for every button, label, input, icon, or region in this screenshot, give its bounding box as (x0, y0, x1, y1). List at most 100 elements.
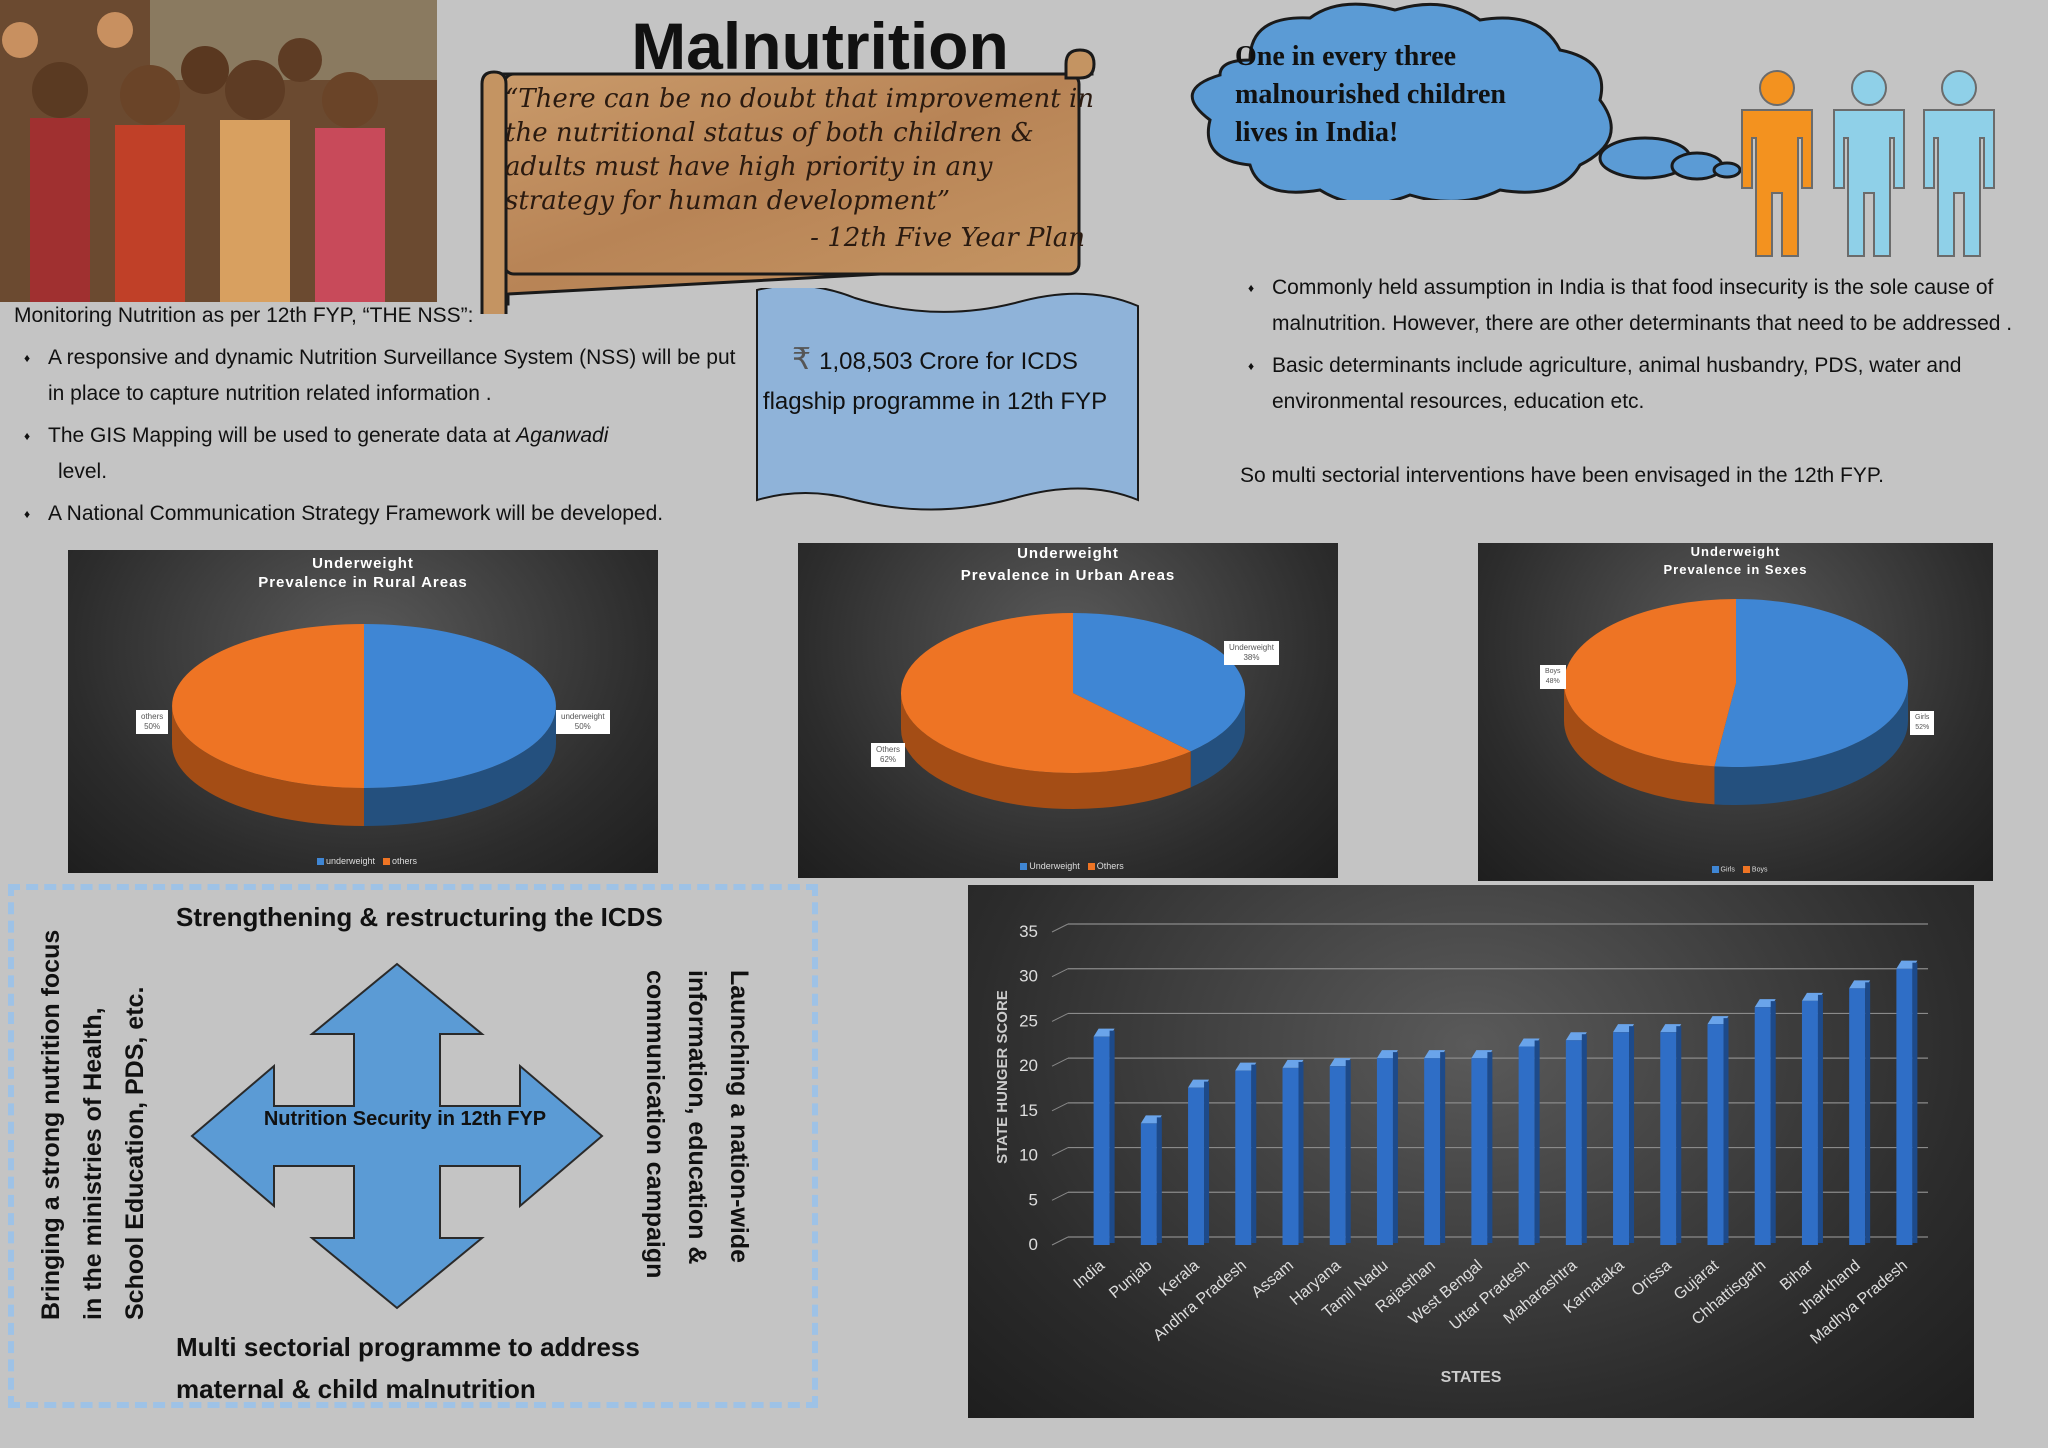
strategy-right: Launching a nation-wide information, edu… (634, 970, 760, 1310)
bar-top (1093, 1028, 1115, 1037)
cloud-text: One in every three malnourished children… (1235, 38, 1565, 152)
bar-top (1565, 1032, 1587, 1041)
pie-slice (172, 624, 364, 788)
funding-desc: flagship programme in 12th FYP (762, 388, 1108, 415)
bar-top (1188, 1079, 1210, 1088)
bar (1801, 1000, 1818, 1245)
thought-cloud (1190, 2, 1742, 200)
y-tick-label: 10 (1019, 1146, 1038, 1165)
funding-amount: 1,08,503 Crore for ICDS (819, 348, 1078, 375)
bar-side (1251, 1064, 1257, 1243)
bar (1518, 1046, 1535, 1245)
strategy-bottom-line: Multi sectorial programme to address (176, 1332, 640, 1362)
chart-title-line: Prevalence in Sexes (1663, 562, 1808, 577)
data-label: Others 62% (871, 743, 906, 767)
bar-top (1754, 999, 1776, 1008)
strategy-box (8, 884, 818, 1408)
grid-line-tick (1051, 1057, 1069, 1067)
bar-side (1770, 1001, 1776, 1243)
strategy-right-line: communication campaign (641, 970, 669, 1279)
legend-item: underweight (325, 856, 376, 866)
slice-pct: 62% (880, 755, 897, 764)
list-item-text: Commonly held assumption in India is tha… (1272, 276, 2013, 335)
grid-line-tick (1051, 1102, 1069, 1112)
chart-title: Underweight Prevalence in Urban Areas (798, 543, 1338, 587)
legend-item: Boys (1751, 866, 1768, 874)
pie-slice (1564, 599, 1736, 767)
children-photo (0, 0, 437, 302)
bar-top (1707, 1016, 1729, 1025)
y-tick-label: 30 (1019, 967, 1038, 986)
pie-slice-side (901, 693, 1191, 809)
bar (1424, 1058, 1441, 1245)
bar-top (1896, 960, 1918, 969)
slice-label: Others (876, 745, 901, 754)
bar-side (1629, 1026, 1635, 1243)
quote-line: “There can be no doubt that improvement … (505, 84, 1095, 114)
list-item: A National Communication Strategy Framew… (14, 496, 754, 532)
bar-side (1581, 1034, 1587, 1243)
bar-side (1156, 1117, 1162, 1243)
data-label: underweight 50% (556, 710, 610, 734)
bar (1707, 1024, 1724, 1245)
bar (1896, 968, 1913, 1245)
quote-line: the nutritional status of both children … (505, 118, 1034, 148)
bar-side (1676, 1026, 1682, 1243)
bar (1565, 1040, 1582, 1245)
person-blue-icon (1923, 70, 1995, 257)
bar-top (1376, 1050, 1398, 1059)
quote-line: strategy for human development” (505, 186, 951, 216)
strategy-right-line: Launching a nation-wide (725, 970, 753, 1264)
bar (1093, 1036, 1110, 1245)
grid-line-tick (1051, 1147, 1069, 1157)
bar-top (1424, 1050, 1446, 1059)
pie-slice-side (1190, 693, 1245, 788)
person-blue-icon (1833, 70, 1905, 257)
slice-label: Girls (1915, 714, 1930, 721)
slice-pct: 38% (1243, 653, 1260, 662)
slice-label: Underweight (1229, 643, 1274, 652)
y-tick-label: 25 (1019, 1011, 1038, 1030)
quote-line: adults must have high priority in any (505, 152, 993, 182)
page-title: Malnutrition (631, 9, 1009, 83)
bar-top (1660, 1024, 1682, 1033)
cloud-line: malnourished children (1235, 79, 1506, 110)
pie-slice-side (1714, 683, 1908, 805)
pie-svg (172, 624, 556, 826)
nss-list: A responsive and dynamic Nutrition Surve… (14, 340, 754, 538)
bar-side (1534, 1040, 1540, 1243)
grid-line-tick (1051, 1012, 1069, 1022)
chart-title-line: Prevalence in Rural Areas (258, 574, 468, 591)
slice-pct: 52% (1915, 724, 1930, 731)
y-axis-label: STATE HUNGER SCORE (994, 990, 1011, 1164)
strategy-center: Nutrition Security in 12th FYP (263, 1108, 547, 1130)
pie-chart-sexes: Underweight Prevalence in Sexes Boys 48% … (1478, 543, 1993, 881)
pie-svg (901, 613, 1245, 809)
data-label: others 50% (136, 710, 169, 734)
bar-side (1392, 1052, 1398, 1243)
chart-title: Underweight Prevalence in Sexes (1478, 543, 1993, 579)
chart-title-line: Underweight (1017, 545, 1119, 562)
x-tick-label: Punjab (1106, 1257, 1155, 1302)
legend-item: Underweight (1029, 861, 1080, 871)
four-way-arrow-icon (190, 962, 604, 1310)
pie-svg (1564, 599, 1909, 805)
bar-top (1282, 1059, 1304, 1068)
bar-side (1345, 1060, 1351, 1243)
chart-legend: Girls Boys (1478, 866, 1993, 873)
bar (1376, 1058, 1393, 1245)
strategy-bottom: Multi sectorial programme to address mat… (176, 1326, 640, 1410)
data-label: Boys 48% (1540, 665, 1566, 689)
legend-item: Others (1096, 861, 1124, 871)
list-item: Commonly held assumption in India is tha… (1238, 270, 2018, 342)
strategy-right-line: information, education & (683, 970, 711, 1265)
list-item-text: The GIS Mapping will be used to generate… (48, 424, 517, 447)
legend-item: Girls (1720, 866, 1735, 874)
bar-top (1471, 1050, 1493, 1059)
bar-top (1140, 1115, 1162, 1124)
y-tick-label: 35 (1019, 922, 1038, 941)
bar-side (1440, 1052, 1446, 1243)
list-item: Basic determinants include agriculture, … (1238, 348, 2018, 420)
rupee-icon: ₹ (792, 343, 812, 376)
bar (1235, 1070, 1252, 1245)
